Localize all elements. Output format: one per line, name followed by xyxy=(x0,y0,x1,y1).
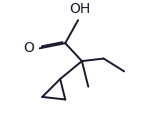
Text: OH: OH xyxy=(69,2,91,16)
Text: O: O xyxy=(23,41,34,55)
